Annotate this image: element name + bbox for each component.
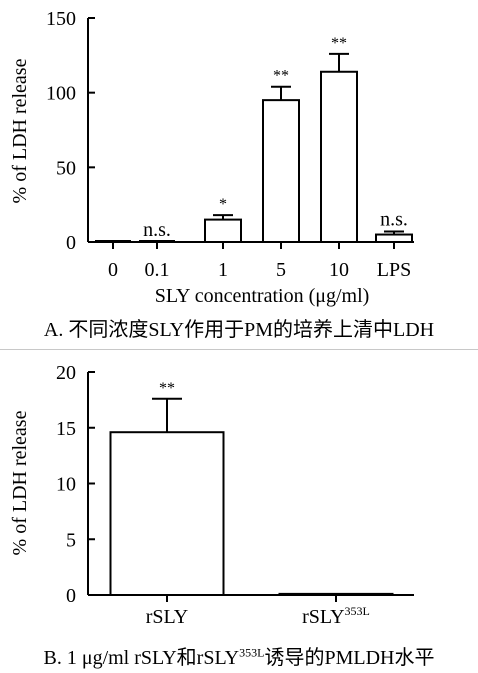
chart-a-x-tick-label: 0 [108,259,118,281]
caption-b-prefix: B. 1 μg/ml rSLY和rSLY [43,647,240,669]
chart-a-x-tick-label: 5 [276,259,286,281]
chart-a-significance-label: * [219,196,227,213]
chart-b-x-tick-label-superscript: 353L [345,604,370,618]
chart-b-y-tick-label: 10 [56,474,76,496]
chart-b-y-tick-label: 15 [56,418,76,440]
chart-b-y-axis-label: % of LDH release [9,410,31,555]
chart-a-y-tick-label: 100 [46,83,76,105]
chart-a-y-tick-label: 50 [56,157,76,179]
chart-a-significance-label: n.s. [143,219,171,241]
chart-a-x-tick-label: 0.1 [145,259,170,281]
caption-b: B. 1 μg/ml rSLY和rSLY353L诱导的PMLDH水平 [0,641,478,670]
chart-b-x-tick-label: rSLY353L [302,604,370,628]
chart-a-y-tick-label: 150 [46,8,76,30]
chart-b-significance-label: ** [159,380,175,397]
chart-a-x-tick-label: LPS [377,259,411,281]
chart-b-bar [278,592,394,597]
chart-a-significance-label: n.s. [380,209,408,231]
chart-b-y-tick-label: 0 [66,585,76,607]
chart-a-x-axis-label: SLY concentration (μg/ml) [155,285,370,307]
caption-a: A. 不同浓度SLY作用于PM的培养上清中LDH [43,319,435,341]
chart-a-x-tick-label: 1 [218,259,228,281]
divider [0,349,478,350]
chart-a-significance-label: ** [273,68,289,85]
caption-b-superscript: 353L [239,645,265,660]
chart-b-x-tick-label: rSLY [146,606,188,628]
chart-a-bar [262,99,300,243]
chart-a-x-tick-label: 10 [329,259,349,281]
chart-a-y-axis-label: % of LDH release [9,58,31,203]
chart-a-significance-label: ** [331,35,347,52]
chart-b-y-tick-label: 5 [66,529,76,551]
chart-b-y-tick-label: 20 [56,362,76,384]
chart-a-y-tick-label: 0 [66,232,76,254]
chart-a: % of LDH release SLY concentration (μg/m… [9,8,414,307]
chart-b-x-tick-label-base: rSLY [302,606,344,628]
chart-b-bar [109,431,225,596]
caption-b-suffix: 诱导的PMLDH水平 [264,647,435,669]
chart-b-x-tick-label-base: rSLY [146,606,188,628]
